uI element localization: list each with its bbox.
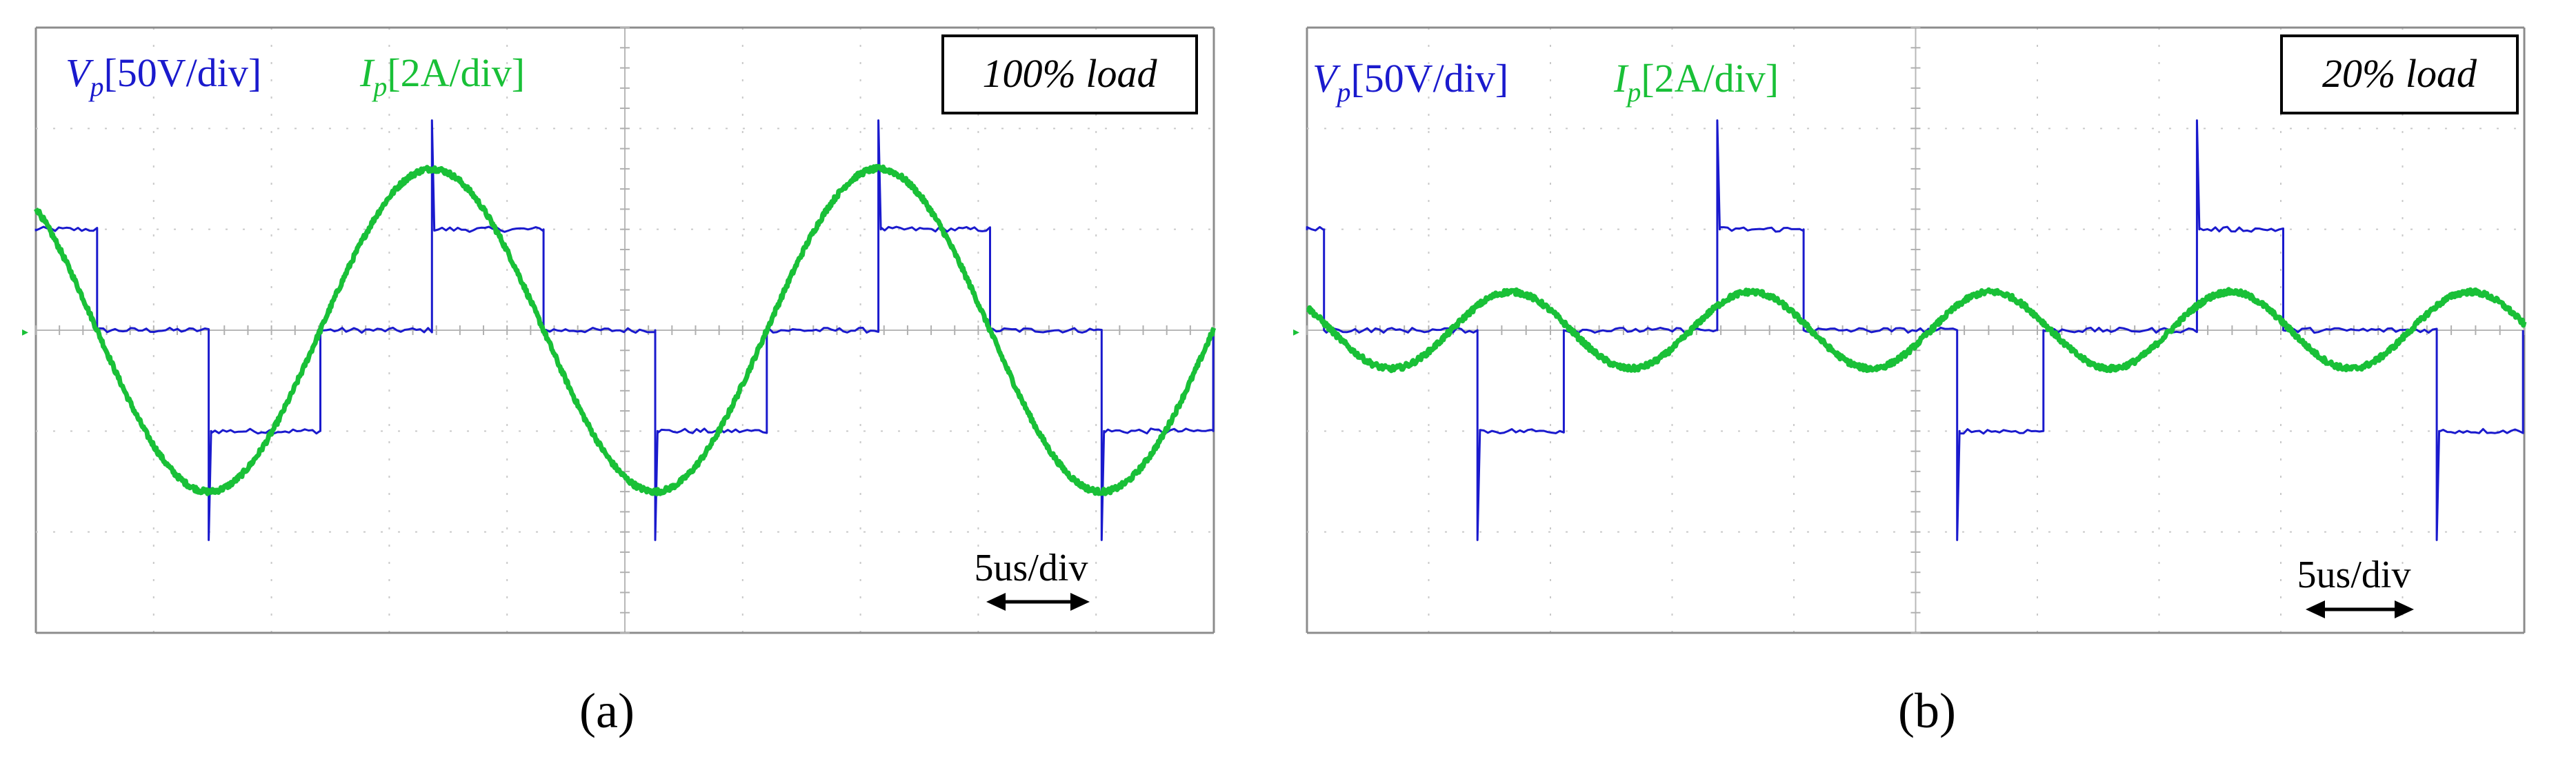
series-vp-a — [34, 119, 1215, 541]
time-scale-arrow-b — [2306, 600, 2414, 618]
load-box-b — [2280, 34, 2519, 114]
time-scale-label-a: 5us/div — [975, 547, 1088, 589]
panel-label-b-text: (b) — [1898, 683, 1956, 738]
load-box-a — [941, 34, 1198, 114]
time-scale-label-b: 5us/div — [2297, 554, 2411, 596]
panel-a: ▸ Vp[50V/div] Ip[2A/div] 100% load 5us/d… — [22, 26, 1217, 738]
load-label-a: 100% load — [983, 51, 1158, 96]
load-label-b: 20% load — [2322, 51, 2477, 96]
ground-marker-b: ▸ — [1293, 325, 1299, 338]
panel-label-a: (a) — [579, 683, 635, 738]
frame-a: ▸ — [22, 325, 28, 338]
legend-v-b: Vp[50V/div] — [1312, 56, 1508, 108]
traces-a — [33, 119, 1217, 541]
series-ip-a — [33, 163, 1217, 496]
series-vp-b — [1306, 119, 2524, 541]
ground-marker-a: ▸ — [22, 325, 28, 338]
legend-i-a: Ip[2A/div] — [359, 50, 525, 102]
panel-b: ▸ Vp[50V/div] Ip[2A/div] 20% load 5us/di… — [1293, 26, 2527, 738]
panel-label-b: (b) — [1898, 683, 1956, 738]
traces-b — [1305, 119, 2527, 541]
legend-v-a: Vp[50V/div] — [66, 50, 261, 102]
frame-b: ▸ — [1293, 325, 1299, 338]
series-ip-b — [1305, 287, 2527, 374]
panel-label-a-text: (a) — [579, 683, 635, 738]
legend-i-b: Ip[2A/div] — [1613, 56, 1779, 108]
time-scale-arrow-a — [986, 593, 1090, 611]
